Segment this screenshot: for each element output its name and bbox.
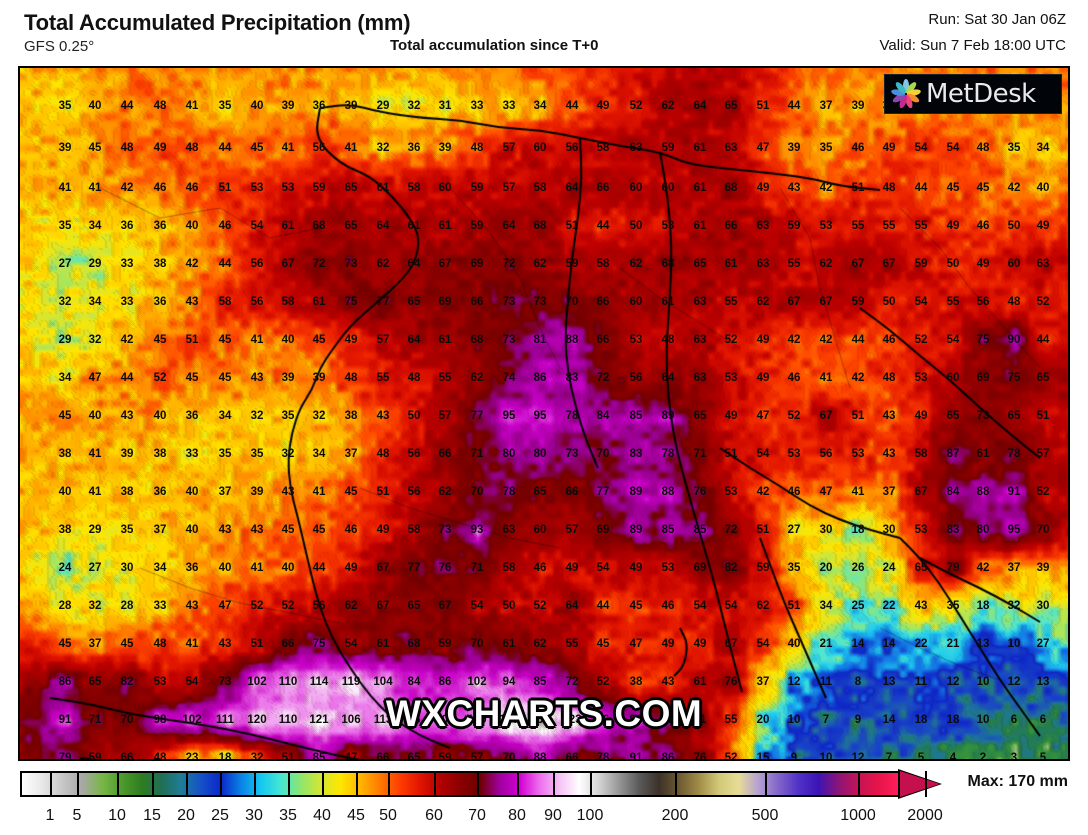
color-scale-bar (20, 771, 900, 797)
scale-tick-label: 35 (279, 807, 297, 824)
scale-arrow (900, 771, 940, 797)
run-timestamp: Run: Sat 30 Jan 06Z (928, 11, 1066, 28)
scale-tick-label: 40 (313, 807, 331, 824)
scale-tick-label: 1 (45, 807, 55, 824)
scale-tick (434, 771, 436, 797)
scale-tick (77, 771, 79, 797)
scale-tick-label: 50 (379, 807, 397, 824)
accumulation-subtitle: Total accumulation since T+0 (390, 37, 599, 54)
valid-timestamp: Valid: Sun 7 Feb 18:00 UTC (879, 37, 1067, 54)
scale-tick-label: 10 (108, 807, 126, 824)
metdesk-wordmark: MetDesk (926, 79, 1036, 109)
scale-tick-label: 25 (211, 807, 229, 824)
scale-tick-label: 100 (576, 807, 604, 824)
scale-tick-label: 30 (245, 807, 263, 824)
scale-tick-label: 200 (661, 807, 689, 824)
map-raster (20, 68, 1068, 759)
scale-tick (553, 771, 555, 797)
pinwheel-icon (891, 79, 921, 109)
scale-tick (477, 771, 479, 797)
color-scale-bar-wrapper (20, 769, 942, 799)
model-label: GFS 0.25° (24, 38, 95, 55)
scale-tick (765, 771, 767, 797)
page-title: Total Accumulated Precipitation (mm) (24, 10, 411, 35)
scale-tick-label: 15 (143, 807, 161, 824)
scale-tick-label: 5 (72, 807, 82, 824)
scale-tick (675, 771, 677, 797)
scale-tick-label: 45 (347, 807, 365, 824)
scale-tick (356, 771, 358, 797)
scale-tick-label: 1000 (840, 807, 876, 824)
metdesk-logo: MetDesk (884, 74, 1062, 114)
wxcharts-watermark: WXCHARTS.COM (385, 693, 703, 734)
scale-tick-label: 2000 (907, 807, 943, 824)
precipitation-map[interactable]: 35 40 44 48 41 35 40 39 36 39 29 32 31 33 33 34 44 49 52 62… (18, 66, 1070, 761)
scale-tick (858, 771, 860, 797)
scale-tick (517, 771, 519, 797)
scale-tick (288, 771, 290, 797)
scale-tick (50, 771, 52, 797)
scale-tick (590, 771, 592, 797)
scale-tick (186, 771, 188, 797)
scale-tick (388, 771, 390, 797)
scale-tick (254, 771, 256, 797)
scale-tick (117, 771, 119, 797)
max-value-label: Max: 170 mm (967, 773, 1069, 790)
scale-tick (925, 771, 927, 797)
scale-tick-label: 70 (468, 807, 486, 824)
scale-tick (152, 771, 154, 797)
scale-tick (322, 771, 324, 797)
color-scale-gradient (22, 773, 898, 795)
chart-header: Total Accumulated Precipitation (mm) GFS… (0, 0, 1088, 66)
scale-tick-label: 20 (177, 807, 195, 824)
scale-tick-label: 500 (751, 807, 779, 824)
color-scale: 1 5 10 15 20 25 30 35 40 45 50 60 70 80 90 100 200 500 100… (0, 763, 1088, 835)
scale-tick (220, 771, 222, 797)
scale-tick-label: 60 (425, 807, 443, 824)
scale-tick-label: 90 (544, 807, 562, 824)
scale-tick-label: 80 (508, 807, 526, 824)
